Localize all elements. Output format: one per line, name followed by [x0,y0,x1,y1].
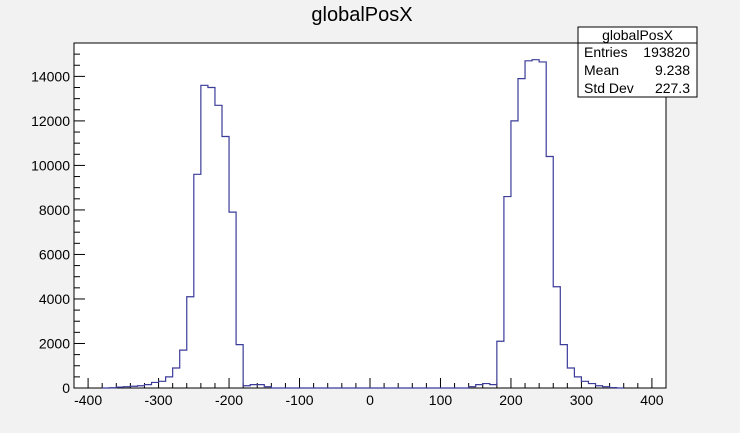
x-tick-label: 300 [570,392,594,408]
stats-box-title: globalPosX [602,27,673,43]
y-axis: 0 2000 4000 6000 8000 10000 12000 14000 [31,42,85,396]
x-tick-label: 0 [366,392,374,408]
stats-stddev-label: Std Dev [584,80,634,96]
stats-mean-label: Mean [584,62,619,78]
x-tick-label: -400 [74,392,102,408]
y-tick-label: 2000 [39,335,70,351]
stats-box: globalPosX Entries 193820 Mean 9.238 Std… [577,26,698,98]
y-tick-label: 6000 [39,246,70,262]
stats-entries-value: 193820 [643,44,690,60]
y-tick-label: 8000 [39,202,70,218]
stats-entries-label: Entries [584,44,628,60]
y-tick-label: 0 [62,380,70,396]
x-tick-label: 100 [429,392,453,408]
plot-frame [73,42,667,389]
x-tick-label: 400 [640,392,664,408]
x-tick-label: -200 [215,392,243,408]
y-tick-label: 10000 [31,157,70,173]
x-tick-label: -300 [145,392,173,408]
stats-mean-value: 9.238 [655,62,690,78]
x-tick-label: -100 [286,392,314,408]
y-tick-label: 4000 [39,291,70,307]
x-tick-label: 200 [499,392,523,408]
y-tick-label: 12000 [31,113,70,129]
stats-stddev-value: 227.3 [655,80,690,96]
chart-title: globalPosX [311,4,412,26]
histogram-line [102,59,624,389]
stats-box-frame [577,26,698,98]
y-tick-label: 14000 [31,68,70,84]
